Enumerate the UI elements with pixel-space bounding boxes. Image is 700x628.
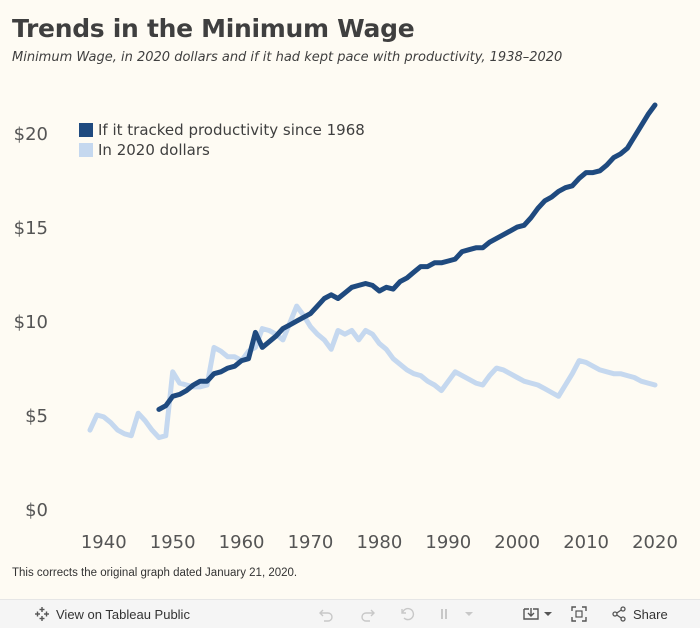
x-tick-label: 2020 (632, 532, 678, 553)
x-tick-label: 1970 (288, 532, 334, 553)
view-on-tableau-label: View on Tableau Public (56, 606, 190, 622)
view-on-tableau-button[interactable]: View on Tableau Public (34, 600, 190, 628)
x-tick-label: 2010 (563, 532, 609, 553)
pause-menu-button[interactable] (464, 600, 474, 628)
revert-icon (401, 607, 415, 621)
share-icon (612, 606, 626, 622)
legend-label-productivity: If it tracked productivity since 1968 (98, 121, 365, 139)
chevron-down-icon (544, 612, 552, 616)
y-tick-label: $10 (14, 312, 48, 333)
chart-title: Trends in the Minimum Wage (12, 14, 415, 43)
download-icon (523, 608, 539, 620)
legend-swatch-real-wage (79, 143, 93, 157)
redo-icon (361, 609, 375, 622)
fullscreen-icon (571, 606, 587, 622)
y-tick-label: $5 (25, 406, 48, 427)
legend-swatch-productivity (79, 123, 93, 137)
legend-label-real-wage: In 2020 dollars (98, 141, 210, 159)
undo-button[interactable] (318, 600, 334, 628)
x-tick-label: 1990 (425, 532, 471, 553)
series-line-real-wage (87, 303, 658, 441)
x-tick-label: 1980 (356, 532, 402, 553)
redo-button[interactable] (360, 600, 376, 628)
y-tick-label: $20 (14, 124, 48, 145)
chevron-down-icon (465, 612, 473, 616)
x-tick-label: 2000 (494, 532, 540, 553)
y-tick-label: $0 (25, 500, 48, 521)
x-tick-label: 1940 (81, 532, 127, 553)
legend-item-productivity[interactable]: If it tracked productivity since 1968 (79, 120, 365, 140)
chart-subtitle: Minimum Wage, in 2020 dollars and if it … (12, 50, 563, 65)
tableau-toolbar: View on Tableau Public Share (0, 599, 700, 628)
share-label: Share (633, 606, 668, 622)
pause-button[interactable] (436, 600, 452, 628)
revert-button[interactable] (400, 600, 416, 628)
legend-item-real-wage[interactable]: In 2020 dollars (79, 140, 365, 160)
tableau-logo-icon (34, 606, 50, 622)
footnote: This corrects the original graph dated J… (12, 567, 298, 579)
x-tick-label: 1960 (219, 532, 265, 553)
fullscreen-button[interactable] (571, 600, 587, 628)
x-tick-label: 1950 (150, 532, 196, 553)
share-button[interactable]: Share (611, 600, 668, 628)
download-button[interactable] (522, 600, 553, 628)
y-tick-label: $15 (14, 218, 48, 239)
undo-icon (319, 609, 333, 622)
pause-icon (441, 609, 447, 619)
line-chart: $0 $5 $10 $15 $20 1940 1950 1960 1970 1980 1990 200… (14, 102, 678, 553)
legend[interactable]: If it tracked productivity since 1968 In… (79, 120, 365, 160)
series-line-productivity (156, 102, 658, 412)
